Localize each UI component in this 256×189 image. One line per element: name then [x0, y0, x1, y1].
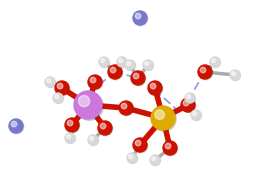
Circle shape	[151, 156, 161, 166]
Circle shape	[143, 60, 153, 70]
Circle shape	[145, 62, 148, 66]
Circle shape	[67, 135, 71, 139]
Circle shape	[88, 75, 102, 89]
Circle shape	[99, 57, 109, 67]
Circle shape	[193, 112, 197, 116]
Circle shape	[117, 57, 127, 67]
Circle shape	[150, 155, 160, 165]
Circle shape	[121, 103, 127, 109]
Circle shape	[11, 121, 17, 127]
Circle shape	[200, 67, 206, 73]
Circle shape	[127, 62, 131, 66]
Circle shape	[186, 94, 196, 104]
Circle shape	[118, 57, 127, 67]
Circle shape	[144, 60, 154, 70]
Circle shape	[67, 120, 73, 126]
Circle shape	[198, 65, 212, 79]
Circle shape	[191, 110, 201, 120]
Circle shape	[232, 72, 236, 76]
Circle shape	[191, 111, 201, 121]
Circle shape	[133, 73, 139, 79]
Circle shape	[54, 94, 63, 104]
Circle shape	[131, 71, 145, 85]
Circle shape	[132, 72, 146, 86]
Circle shape	[45, 77, 55, 87]
Circle shape	[56, 82, 70, 96]
Circle shape	[120, 102, 134, 116]
Circle shape	[183, 100, 189, 106]
Circle shape	[152, 157, 156, 161]
Circle shape	[125, 60, 135, 70]
Circle shape	[109, 66, 123, 80]
Circle shape	[230, 70, 240, 80]
Circle shape	[98, 121, 112, 135]
Circle shape	[230, 70, 240, 81]
Circle shape	[187, 95, 191, 99]
Circle shape	[127, 153, 137, 163]
Circle shape	[182, 99, 196, 113]
Circle shape	[133, 138, 147, 152]
Circle shape	[164, 142, 178, 156]
Circle shape	[150, 83, 156, 89]
Circle shape	[134, 139, 148, 153]
Circle shape	[152, 107, 176, 131]
Circle shape	[65, 118, 79, 132]
Circle shape	[55, 81, 69, 95]
Circle shape	[53, 93, 63, 103]
Circle shape	[55, 95, 59, 99]
Circle shape	[155, 110, 164, 119]
Circle shape	[133, 11, 147, 25]
Circle shape	[165, 143, 171, 149]
Circle shape	[65, 133, 75, 143]
Circle shape	[210, 57, 220, 67]
Circle shape	[135, 140, 141, 146]
Circle shape	[66, 133, 76, 143]
Circle shape	[185, 93, 195, 103]
Circle shape	[101, 59, 105, 63]
Circle shape	[129, 155, 133, 159]
Circle shape	[79, 95, 90, 107]
Circle shape	[134, 12, 148, 26]
Circle shape	[151, 106, 175, 130]
Circle shape	[74, 91, 102, 119]
Circle shape	[163, 141, 177, 155]
Circle shape	[66, 119, 80, 133]
Circle shape	[119, 59, 123, 63]
Circle shape	[199, 66, 213, 80]
Circle shape	[89, 76, 103, 90]
Circle shape	[76, 92, 103, 120]
Circle shape	[127, 153, 137, 163]
Circle shape	[210, 57, 220, 67]
Circle shape	[125, 60, 135, 70]
Circle shape	[10, 120, 24, 134]
Circle shape	[90, 137, 94, 141]
Circle shape	[90, 77, 96, 83]
Circle shape	[89, 136, 99, 146]
Circle shape	[181, 98, 195, 112]
Circle shape	[110, 67, 116, 73]
Circle shape	[47, 79, 51, 83]
Circle shape	[88, 135, 98, 145]
Circle shape	[108, 65, 122, 79]
Circle shape	[100, 57, 110, 67]
Circle shape	[135, 13, 141, 19]
Circle shape	[148, 81, 162, 95]
Circle shape	[149, 82, 163, 96]
Circle shape	[119, 101, 133, 115]
Circle shape	[9, 119, 23, 133]
Circle shape	[46, 77, 56, 88]
Circle shape	[212, 59, 216, 63]
Circle shape	[57, 83, 63, 89]
Circle shape	[100, 123, 106, 129]
Circle shape	[99, 122, 113, 136]
